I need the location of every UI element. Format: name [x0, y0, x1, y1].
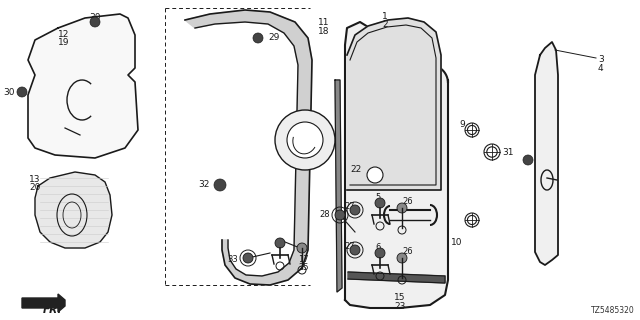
Text: 33: 33 — [227, 255, 238, 264]
Text: 14: 14 — [322, 128, 333, 137]
Circle shape — [350, 245, 360, 255]
Text: 13: 13 — [29, 175, 41, 184]
Text: 2: 2 — [382, 20, 388, 29]
Text: 15: 15 — [394, 293, 406, 302]
Text: 23: 23 — [394, 302, 406, 311]
Text: 17: 17 — [298, 255, 308, 264]
Text: 5: 5 — [376, 193, 381, 202]
Text: 30: 30 — [3, 88, 15, 97]
Text: TZ5485320: TZ5485320 — [591, 306, 635, 315]
Circle shape — [523, 155, 533, 165]
Polygon shape — [348, 272, 445, 283]
Polygon shape — [347, 18, 441, 190]
Text: 20: 20 — [29, 183, 41, 192]
Text: 16: 16 — [317, 145, 328, 154]
Circle shape — [287, 122, 323, 158]
Text: 24: 24 — [317, 153, 328, 162]
Text: 21: 21 — [322, 137, 333, 146]
Text: 30: 30 — [89, 13, 100, 22]
Circle shape — [253, 33, 263, 43]
Circle shape — [397, 253, 407, 263]
Text: 1: 1 — [382, 12, 388, 21]
Text: 11: 11 — [318, 18, 330, 27]
Text: 27: 27 — [345, 202, 355, 211]
Text: 29: 29 — [268, 33, 280, 42]
Circle shape — [275, 110, 335, 170]
Circle shape — [350, 205, 360, 215]
Text: 26: 26 — [402, 247, 413, 256]
Text: 26: 26 — [402, 197, 413, 206]
Text: 27: 27 — [345, 242, 355, 251]
Circle shape — [367, 167, 383, 183]
Circle shape — [90, 17, 100, 27]
Text: 3: 3 — [598, 55, 604, 64]
Text: 6: 6 — [375, 243, 381, 252]
Polygon shape — [335, 80, 342, 292]
Text: 12: 12 — [58, 30, 69, 39]
Text: 32: 32 — [198, 180, 210, 189]
Text: 22: 22 — [351, 165, 362, 174]
Circle shape — [335, 210, 345, 220]
Circle shape — [214, 179, 226, 191]
Circle shape — [275, 238, 285, 248]
Text: 31: 31 — [502, 148, 513, 157]
Text: 9: 9 — [460, 120, 465, 129]
Text: 4: 4 — [598, 64, 604, 73]
Text: 18: 18 — [318, 27, 330, 36]
Polygon shape — [345, 22, 448, 308]
Polygon shape — [35, 172, 112, 248]
Text: 8: 8 — [375, 250, 381, 259]
Text: FR.: FR. — [42, 305, 61, 315]
Polygon shape — [535, 42, 558, 265]
Polygon shape — [185, 10, 312, 285]
Circle shape — [243, 253, 253, 263]
Circle shape — [297, 243, 307, 253]
Polygon shape — [22, 294, 65, 312]
Circle shape — [375, 248, 385, 258]
Text: 19: 19 — [58, 38, 70, 47]
Text: 7: 7 — [375, 200, 381, 209]
Circle shape — [397, 203, 407, 213]
Text: 10: 10 — [451, 238, 462, 247]
Text: 28: 28 — [319, 210, 330, 219]
Circle shape — [375, 198, 385, 208]
Text: 25: 25 — [298, 263, 308, 272]
Polygon shape — [28, 14, 138, 158]
Circle shape — [17, 87, 27, 97]
